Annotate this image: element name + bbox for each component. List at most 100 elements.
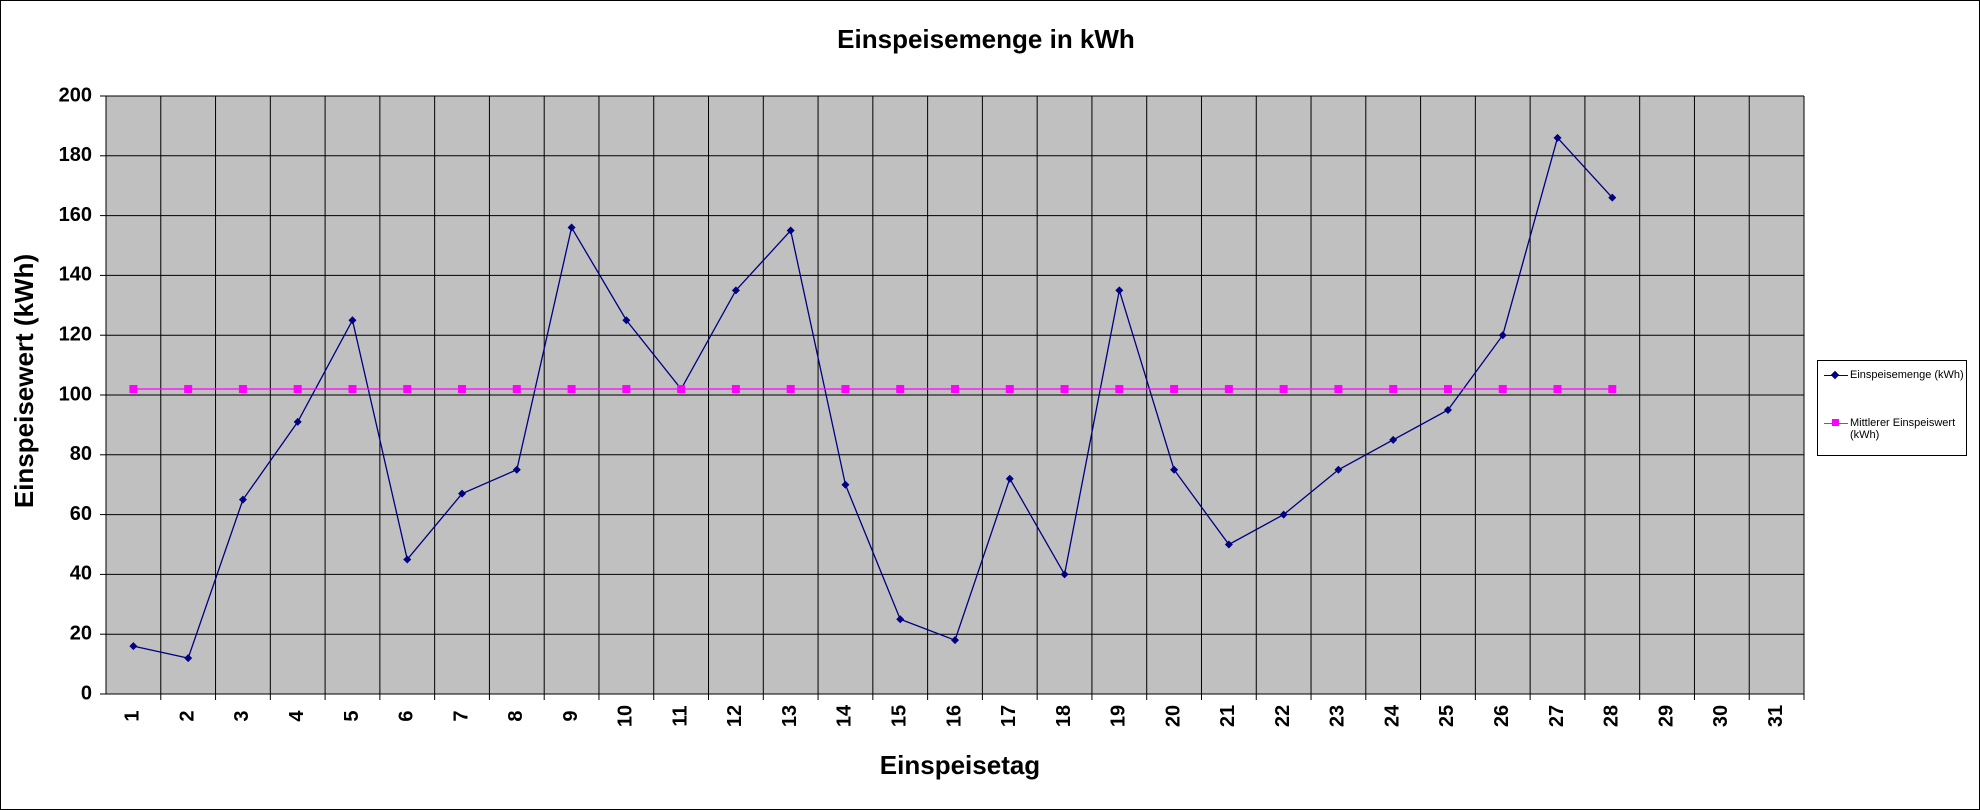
x-tick-label: 13: [779, 705, 801, 727]
y-tick-label: 80: [70, 443, 92, 465]
chart-title: Einspeisemenge in kWh: [837, 24, 1135, 54]
legend-label: Einspeisemenge (kWh): [1850, 369, 1964, 381]
marker: [238, 385, 247, 394]
y-tick-label: 100: [59, 383, 92, 405]
marker: [1115, 385, 1124, 394]
x-tick-label: 12: [724, 705, 746, 727]
marker: [622, 316, 631, 325]
marker: [1608, 385, 1617, 394]
marker: [1553, 133, 1562, 142]
marker: [786, 226, 795, 235]
marker: [512, 465, 521, 474]
legend: Einspeisemenge (kWh) Mittlerer Einspeiswe…: [1817, 360, 1967, 456]
y-tick-label: 200: [59, 84, 92, 106]
x-tick-label: 7: [450, 710, 472, 721]
marker: [1553, 385, 1562, 394]
x-tick-label: 9: [560, 710, 582, 721]
marker: [1498, 331, 1507, 340]
y-axis-title: Einspeisewert (kWh): [9, 254, 39, 508]
marker: [129, 642, 138, 651]
marker: [841, 480, 850, 489]
y-tick-label: 180: [59, 144, 92, 166]
marker: [567, 223, 576, 232]
x-tick-label: 2: [176, 710, 198, 721]
marker: [1334, 465, 1343, 474]
legend-swatch: [1822, 417, 1850, 429]
marker: [1224, 385, 1233, 394]
x-tick-label: 30: [1710, 705, 1732, 727]
marker: [1443, 405, 1452, 414]
x-tick-label: 21: [1217, 705, 1239, 727]
legend-label: Mittlerer Einspeiswert (kWh): [1850, 417, 1956, 441]
marker: [786, 385, 795, 394]
marker: [458, 489, 467, 498]
marker: [403, 555, 412, 564]
x-tick-label: 22: [1272, 705, 1294, 727]
marker: [458, 385, 467, 394]
marker: [1224, 540, 1233, 549]
x-tick-label: 19: [1108, 705, 1130, 727]
marker: [567, 385, 576, 394]
x-tick-label: 24: [1381, 704, 1403, 727]
marker: [1334, 385, 1343, 394]
x-tick-label: 18: [1053, 705, 1075, 727]
marker: [896, 615, 905, 624]
marker: [129, 385, 138, 394]
marker: [677, 385, 686, 394]
x-tick-label: 23: [1327, 705, 1349, 727]
marker: [348, 316, 357, 325]
marker: [731, 385, 740, 394]
y-tick-label: 60: [70, 503, 92, 525]
series-line: [133, 136, 1613, 659]
x-axis-title: Einspeisetag: [880, 750, 1040, 780]
marker: [1498, 385, 1507, 394]
marker: [1608, 193, 1617, 202]
x-tick-label: 8: [505, 710, 527, 721]
x-tick-label: 25: [1436, 705, 1458, 727]
marker: [184, 654, 193, 663]
y-tick-label: 140: [59, 264, 92, 286]
x-tick-label: 31: [1765, 705, 1787, 727]
x-tick-label: 5: [341, 710, 363, 721]
x-tick-label: 17: [998, 705, 1020, 727]
marker: [1279, 385, 1288, 394]
x-tick-label: 27: [1546, 705, 1568, 727]
marker: [238, 495, 247, 504]
x-tick-label: 1: [122, 710, 144, 721]
legend-swatch: [1822, 369, 1850, 381]
marker: [348, 385, 357, 394]
x-tick-label: 6: [396, 710, 418, 721]
y-tick-label: 40: [70, 563, 92, 585]
marker: [1005, 474, 1014, 483]
marker: [951, 385, 959, 394]
marker: [841, 385, 850, 394]
marker: [1060, 385, 1069, 394]
marker: [293, 385, 302, 394]
y-tick-label: 160: [59, 204, 92, 226]
marker: [622, 385, 631, 394]
legend-item: Mittlerer Einspeiswert (kWh): [1822, 417, 1964, 441]
marker: [1115, 286, 1124, 295]
marker: [1005, 385, 1014, 394]
x-tick-label: 20: [1162, 705, 1184, 727]
legend-item: Einspeisemenge (kWh): [1822, 369, 1964, 381]
x-tick-label: 11: [669, 705, 691, 726]
marker: [184, 385, 193, 394]
marker: [1060, 570, 1069, 579]
x-tick-label: 10: [615, 705, 637, 727]
x-tick-label: 3: [231, 710, 253, 721]
marker: [1443, 385, 1452, 394]
marker: [896, 385, 905, 394]
marker: [1170, 385, 1179, 394]
marker: [403, 385, 412, 394]
marker: [731, 286, 740, 295]
marker: [1170, 465, 1179, 474]
x-tick-label: 29: [1655, 705, 1677, 727]
y-tick-label: 120: [59, 323, 92, 345]
y-tick-label: 0: [81, 682, 92, 704]
x-tick-label: 28: [1601, 705, 1623, 727]
marker: [1389, 385, 1398, 394]
x-tick-label: 15: [889, 705, 911, 727]
